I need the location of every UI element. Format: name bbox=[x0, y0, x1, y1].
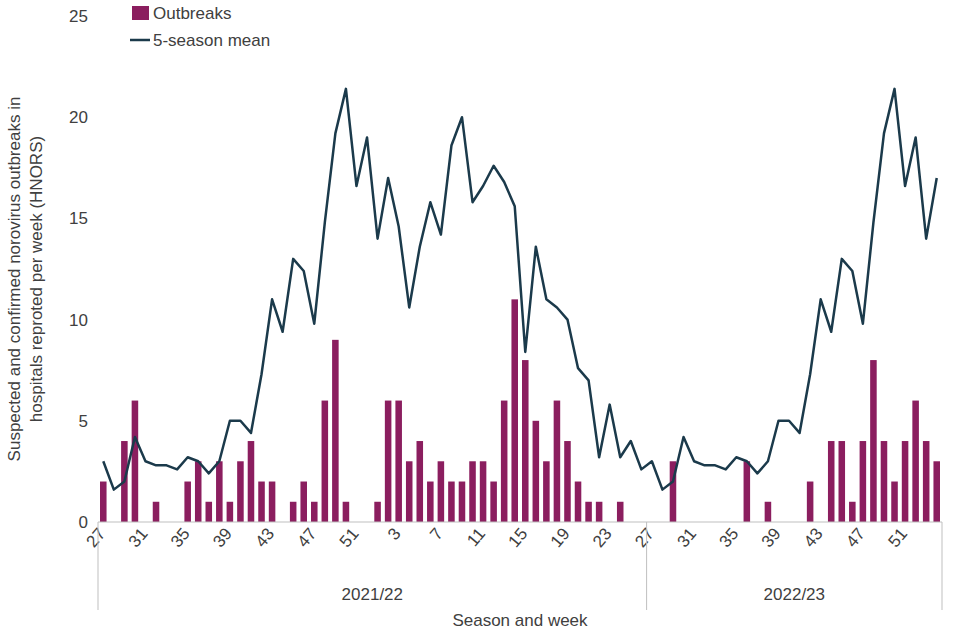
bar bbox=[395, 401, 402, 522]
plot-marks bbox=[100, 89, 940, 522]
bar bbox=[448, 482, 455, 522]
bar bbox=[575, 482, 582, 522]
bar bbox=[849, 502, 856, 522]
y-tick-label: 5 bbox=[79, 412, 88, 431]
bar bbox=[585, 502, 592, 522]
x-tick-label: 39 bbox=[758, 524, 785, 551]
bar bbox=[332, 340, 339, 522]
group-separator bbox=[646, 522, 647, 610]
bar bbox=[385, 401, 392, 522]
x-tick-label: 35 bbox=[716, 524, 743, 551]
x-tick-label: 7 bbox=[426, 524, 447, 543]
chart-container: 0 5 10 15 20 25 Suspected and confirmed norovi… bbox=[0, 0, 960, 640]
y-axis-label: hospitals reproted per week (HNORS) bbox=[27, 136, 46, 422]
bar bbox=[912, 401, 919, 522]
bar bbox=[533, 421, 540, 522]
bar bbox=[459, 482, 466, 522]
bar bbox=[216, 461, 223, 522]
y-tick-label: 20 bbox=[69, 108, 88, 127]
x-tick-label: 47 bbox=[294, 524, 321, 551]
x-tick-label: 27 bbox=[631, 524, 658, 551]
bar bbox=[511, 299, 518, 522]
x-tick-label: 47 bbox=[842, 524, 869, 551]
bar bbox=[227, 502, 234, 522]
bar bbox=[881, 441, 888, 522]
bar bbox=[923, 441, 930, 522]
x-tick-label: 43 bbox=[251, 524, 278, 551]
x-tick-label: 31 bbox=[673, 524, 700, 551]
x-axis-label: Season and week bbox=[452, 611, 588, 630]
bar bbox=[427, 482, 434, 522]
x-tick-label: 3 bbox=[384, 524, 405, 543]
line bbox=[103, 89, 936, 490]
x-tick-label: 19 bbox=[547, 524, 574, 551]
bar bbox=[237, 461, 244, 522]
bar bbox=[933, 461, 940, 522]
bar bbox=[554, 401, 561, 522]
bar bbox=[184, 482, 191, 522]
bar bbox=[469, 461, 476, 522]
bar bbox=[406, 461, 413, 522]
bar bbox=[596, 502, 603, 522]
x-tick-label: 23 bbox=[589, 524, 616, 551]
x-tick-label: 39 bbox=[209, 524, 236, 551]
bar bbox=[480, 461, 487, 522]
group-label: 2021/22 bbox=[342, 585, 403, 604]
bar bbox=[543, 461, 550, 522]
x-tick-label: 11 bbox=[463, 524, 489, 550]
x-tick-label: 51 bbox=[336, 524, 363, 551]
group-label: 2022/23 bbox=[764, 585, 825, 604]
bar bbox=[870, 360, 877, 522]
bar bbox=[269, 482, 276, 522]
bar bbox=[248, 441, 255, 522]
group-separator bbox=[98, 522, 99, 610]
y-axis-label: Suspected and confirmed norovirus outbre… bbox=[5, 97, 24, 462]
y-tick-label: 15 bbox=[69, 209, 88, 228]
bar bbox=[290, 502, 297, 522]
x-axis-line bbox=[98, 522, 942, 523]
x-tick-label: 15 bbox=[505, 524, 532, 551]
bar bbox=[206, 502, 213, 522]
bar bbox=[839, 441, 846, 522]
x-tick-label: 35 bbox=[167, 524, 194, 551]
bar bbox=[153, 502, 160, 522]
legend: Outbreaks 5-season mean bbox=[130, 4, 270, 50]
bar bbox=[828, 441, 835, 522]
bar bbox=[374, 502, 381, 522]
bar bbox=[891, 482, 898, 522]
bar bbox=[438, 461, 445, 522]
group-separator bbox=[942, 522, 943, 610]
bar bbox=[765, 502, 772, 522]
bar bbox=[617, 502, 624, 522]
bar bbox=[322, 401, 329, 522]
legend-label: Outbreaks bbox=[153, 4, 231, 23]
y-tick-label: 25 bbox=[69, 7, 88, 26]
bar bbox=[564, 441, 571, 522]
bar bbox=[807, 482, 814, 522]
legend-swatch bbox=[130, 39, 150, 42]
bar bbox=[300, 482, 307, 522]
bar bbox=[195, 461, 202, 522]
bar bbox=[417, 441, 424, 522]
bar bbox=[522, 360, 529, 522]
x-tick-label: 27 bbox=[83, 524, 110, 551]
x-tick-label: 43 bbox=[800, 524, 827, 551]
y-tick-label: 10 bbox=[69, 311, 88, 330]
bar bbox=[860, 441, 867, 522]
legend-label: 5-season mean bbox=[153, 31, 270, 50]
bar bbox=[490, 482, 497, 522]
bar bbox=[100, 482, 107, 522]
bar bbox=[902, 441, 909, 522]
bar bbox=[501, 401, 508, 522]
x-tick-label: 31 bbox=[125, 524, 152, 551]
bar bbox=[311, 502, 318, 522]
y-tick-label: 0 bbox=[79, 513, 88, 532]
chart-svg: 0 5 10 15 20 25 Suspected and confirmed norovi… bbox=[0, 0, 960, 640]
bar bbox=[744, 461, 751, 522]
bar bbox=[343, 502, 350, 522]
bar bbox=[258, 482, 265, 522]
x-tick-label: 51 bbox=[884, 524, 911, 551]
bar bbox=[132, 401, 139, 522]
legend-swatch bbox=[132, 6, 149, 20]
